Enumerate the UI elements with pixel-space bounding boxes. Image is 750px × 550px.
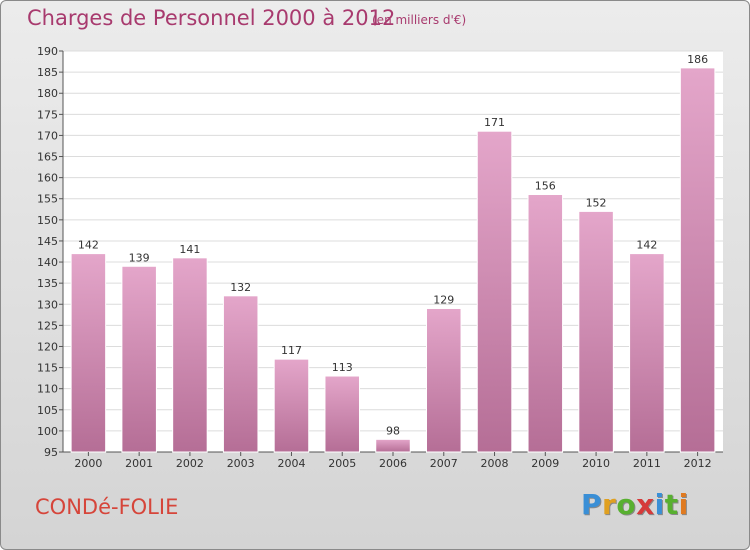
bar-2005 — [324, 375, 360, 453]
bar-2002 — [172, 257, 208, 453]
chart-title: Charges de Personnel 2000 à 2012 — [27, 6, 396, 30]
x-tick-label-2008: 2008 — [481, 457, 509, 470]
x-tick-label-2005: 2005 — [328, 457, 356, 470]
logo-letter: i — [654, 488, 665, 521]
value-label-2003: 132 — [230, 281, 251, 294]
x-tick-label-2009: 2009 — [531, 457, 559, 470]
bar-2012 — [679, 67, 716, 453]
y-tick-label: 175 — [37, 108, 58, 121]
value-label-2006: 98 — [386, 424, 400, 437]
value-label-2001: 139 — [129, 251, 150, 264]
value-label-2000: 142 — [78, 239, 99, 252]
y-tick-label: 155 — [37, 193, 58, 206]
value-label-2012: 186 — [687, 53, 708, 66]
bar-2011 — [629, 253, 665, 453]
y-tick-label: 115 — [37, 362, 58, 375]
x-tick-label-2007: 2007 — [430, 457, 458, 470]
y-tick-label: 140 — [37, 256, 58, 269]
x-tick-label-2012: 2012 — [684, 457, 712, 470]
bar-2000 — [70, 253, 107, 453]
value-label-2005: 113 — [332, 361, 353, 374]
x-tick-label-2003: 2003 — [227, 457, 255, 470]
chart-subtitle: (en milliers d'€) — [372, 13, 467, 27]
value-label-2008: 171 — [484, 116, 505, 129]
logo-letter: o — [616, 488, 637, 521]
value-label-2004: 117 — [281, 344, 302, 357]
value-label-2007: 129 — [433, 293, 454, 306]
proxiti-logo: Proxiti — [581, 488, 689, 521]
y-tick-label: 170 — [37, 129, 58, 142]
plot-area — [63, 51, 723, 452]
logo-letter: P — [581, 488, 603, 521]
bar-2007 — [426, 307, 462, 453]
x-tick-label-2011: 2011 — [633, 457, 661, 470]
y-tick-label: 95 — [44, 446, 58, 459]
x-tick-label-2002: 2002 — [176, 457, 204, 470]
y-tick-label: 190 — [37, 45, 58, 58]
logo-letter: x — [636, 488, 655, 521]
bar-2009 — [527, 194, 564, 453]
bar-2008 — [476, 130, 513, 453]
value-label-2009: 156 — [535, 180, 556, 193]
y-tick-label: 120 — [37, 340, 58, 353]
bar-2003 — [222, 295, 259, 453]
bar-2010 — [578, 210, 614, 453]
y-tick-label: 105 — [37, 404, 58, 417]
place-name: CONDé-FOLIE — [35, 495, 179, 519]
y-tick-label: 135 — [37, 277, 58, 290]
bar-2006 — [375, 438, 411, 453]
x-tick-label-2010: 2010 — [582, 457, 610, 470]
x-tick-label-2006: 2006 — [379, 457, 407, 470]
x-tick-label-2001: 2001 — [125, 457, 153, 470]
bar-2004 — [273, 358, 310, 453]
x-tick-label-2004: 2004 — [277, 457, 305, 470]
x-tick-label-2000: 2000 — [74, 457, 102, 470]
logo-letter: i — [678, 488, 689, 521]
y-tick-label: 180 — [37, 87, 58, 100]
logo-letter: r — [602, 488, 617, 521]
bar-2001 — [121, 265, 157, 453]
y-tick-label: 110 — [37, 383, 58, 396]
y-tick-label: 150 — [37, 214, 58, 227]
y-tick-label: 130 — [37, 298, 58, 311]
y-tick-label: 185 — [37, 66, 58, 79]
value-label-2002: 141 — [179, 243, 200, 256]
y-tick-label: 160 — [37, 172, 58, 185]
y-tick-label: 100 — [37, 425, 58, 438]
y-tick-label: 125 — [37, 319, 58, 332]
value-label-2010: 152 — [586, 196, 607, 209]
y-tick-label: 165 — [37, 151, 58, 164]
y-tick-label: 145 — [37, 235, 58, 248]
value-label-2011: 142 — [636, 239, 657, 252]
logo-letter: t — [664, 488, 679, 521]
